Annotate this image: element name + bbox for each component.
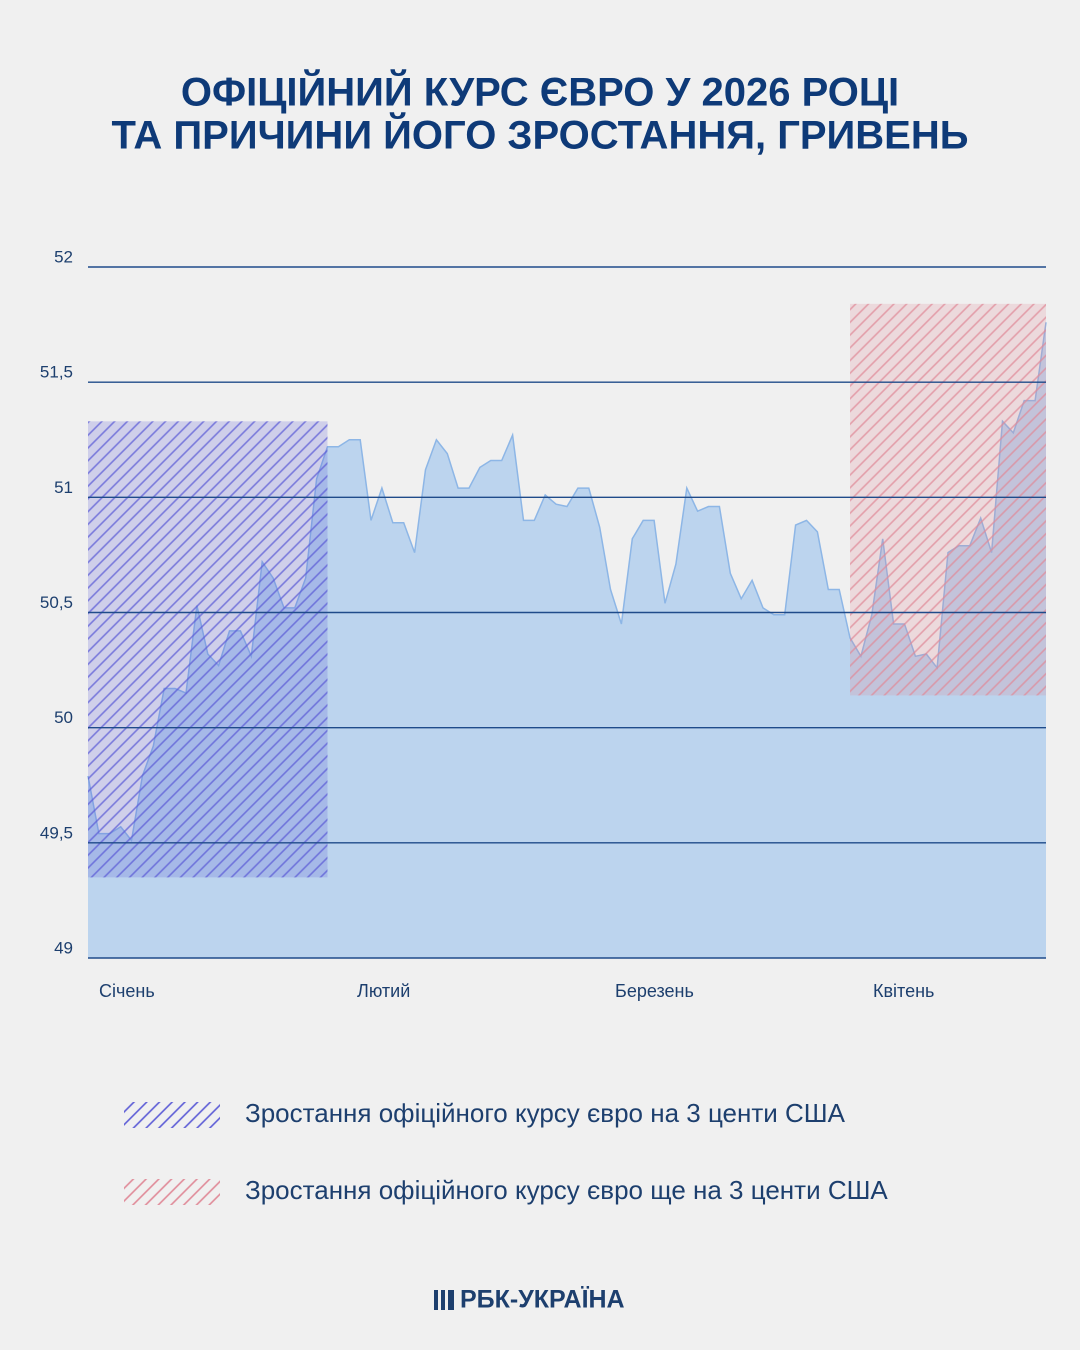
y-tick-label: 50: [54, 708, 73, 727]
legend-swatch: [124, 1102, 220, 1128]
x-tick-label: Січень: [99, 981, 155, 1001]
chart-title: ТА ПРИЧИНИ ЙОГО ЗРОСТАННЯ, ГРИВЕНЬ: [111, 112, 968, 158]
chart-title: ОФІЦІЙНИЙ КУРС ЄВРО У 2026 РОЦІ: [181, 69, 899, 115]
x-tick-label: Лютий: [357, 981, 410, 1001]
y-tick-label: 52: [54, 247, 73, 266]
x-tick-label: Квітень: [873, 981, 934, 1001]
highlight-hatch: [88, 421, 328, 878]
legend-label: Зростання офіційного курсу євро на 3 цен…: [245, 1098, 846, 1128]
y-tick-label: 51: [54, 478, 73, 497]
source-logo: РБК-УКРАЇНА: [460, 1286, 625, 1314]
logo-icon: [434, 1290, 454, 1310]
y-tick-label: 49,5: [40, 823, 73, 842]
highlight-hatch: [850, 303, 1046, 696]
y-tick-label: 51,5: [40, 363, 73, 382]
legend-swatch: [124, 1179, 220, 1205]
x-tick-label: Березень: [615, 981, 694, 1001]
y-tick-label: 49: [54, 938, 73, 957]
legend-label: Зростання офіційного курсу євро ще на 3 …: [245, 1175, 888, 1205]
y-tick-label: 50,5: [40, 593, 73, 612]
